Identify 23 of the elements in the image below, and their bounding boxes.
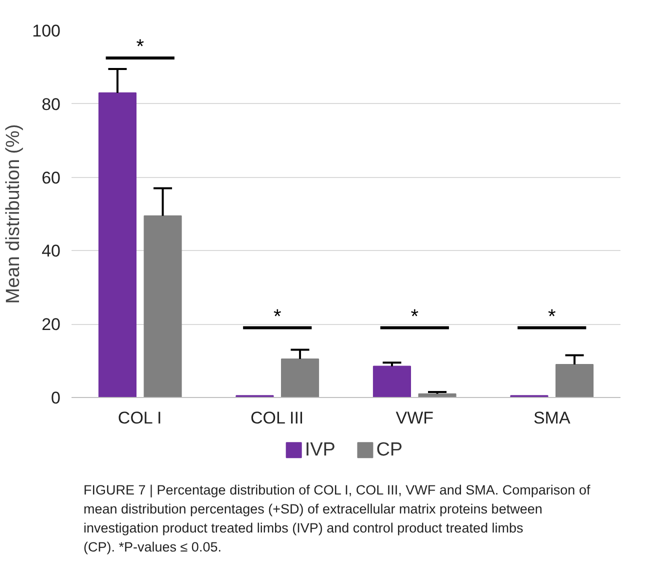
annotation: * (136, 36, 144, 58)
annotation: * (273, 306, 282, 328)
bar (555, 364, 594, 398)
x-tick-label: VWF (396, 408, 434, 428)
annotation: * (548, 306, 556, 328)
y-tick-label: 0 (51, 388, 61, 408)
x-tick-label: COL I (118, 408, 162, 428)
bar (372, 366, 412, 398)
y-tick-label: 20 (42, 315, 61, 334)
y-axis-title: Mean distribution (%) (3, 124, 24, 304)
y-tick-label: 100 (32, 22, 61, 40)
bar (98, 92, 137, 398)
y-tick-label: 60 (42, 168, 61, 188)
x-tick-label: COL III (250, 408, 304, 428)
annotation: * (410, 306, 419, 328)
bar (280, 358, 320, 398)
legend-label: CP (376, 440, 403, 461)
caption: FIGURE 7 | Percentage distribution of COL I, COL III, VWF and SMA. Comparison of mean distribution percentages (+SD) of extracellular matrix proteins between investigation product treated limbs (IVP) and control product treated limbs (CP). *P-values ≤ 0.05. (84, 482, 590, 554)
y-tick-label: 80 (42, 94, 61, 114)
legend-label: IVP (304, 440, 336, 461)
y-tick-label: 40 (42, 242, 61, 261)
bar (144, 215, 182, 398)
x-tick-label: SMA (533, 408, 571, 428)
